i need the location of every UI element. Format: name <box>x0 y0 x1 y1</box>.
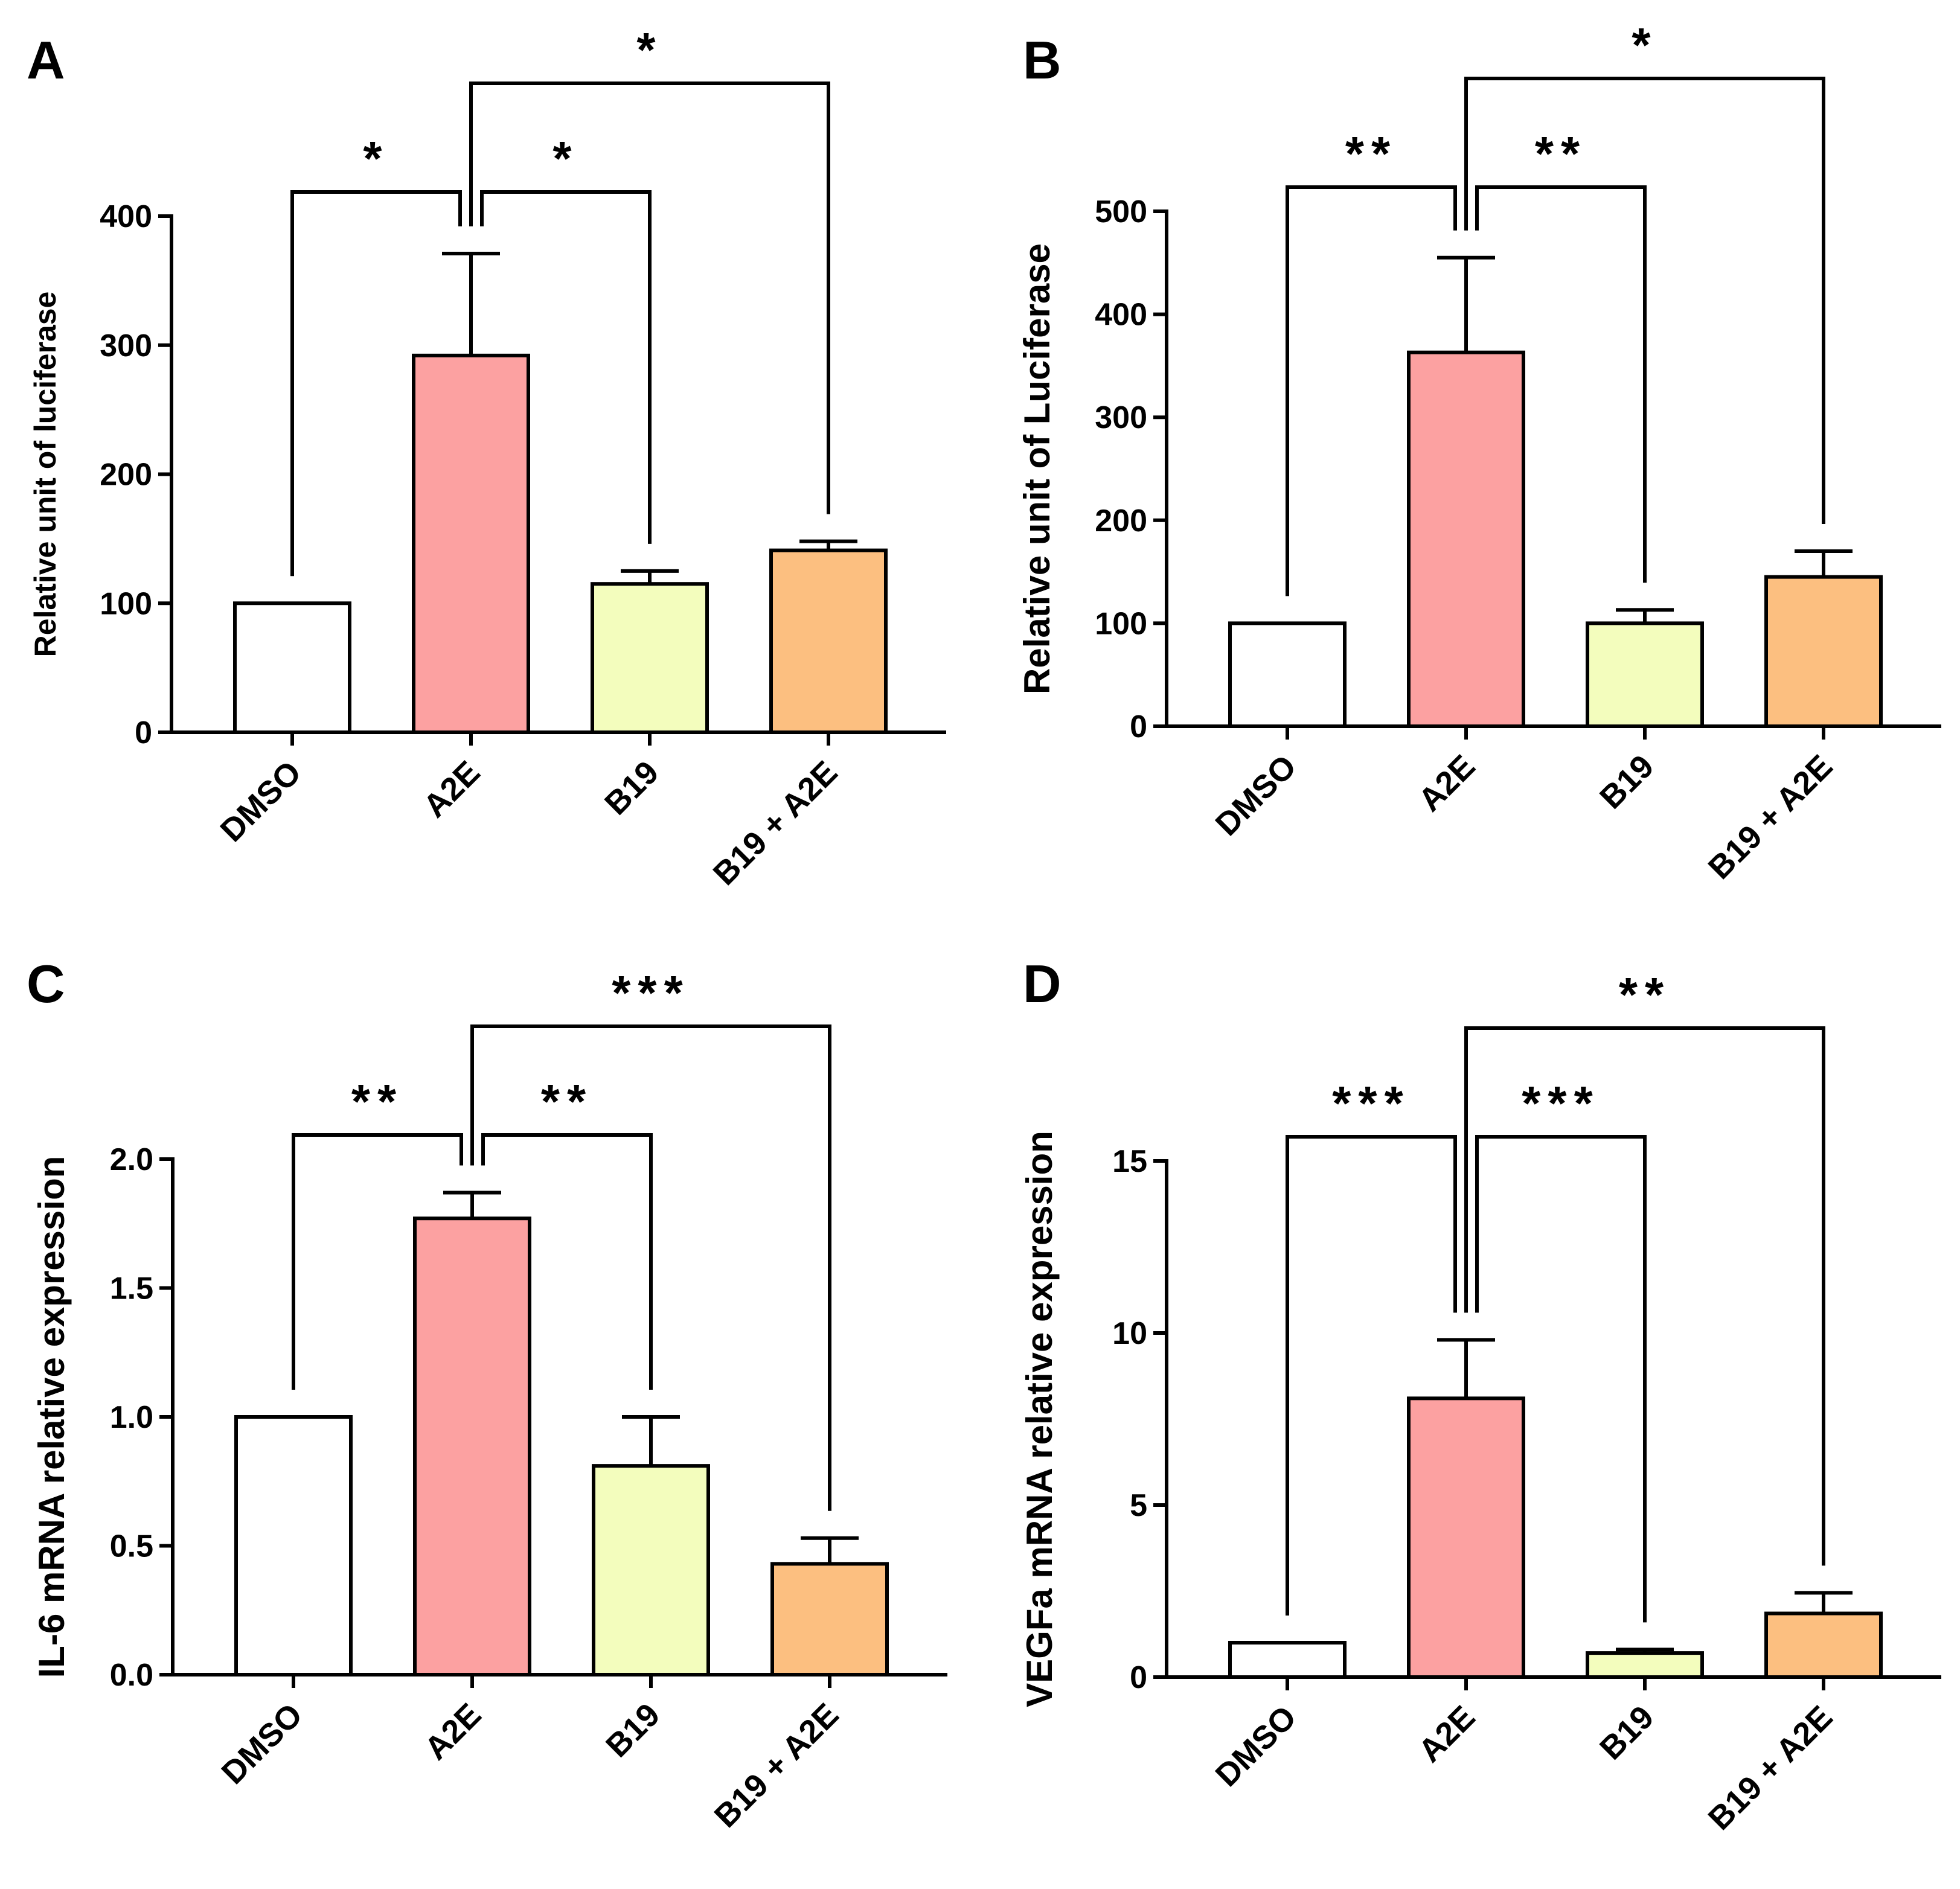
y-axis-label: VEGFa mRNA relative expression <box>1019 1131 1060 1707</box>
y-tick-label: 0 <box>1130 1660 1147 1695</box>
significance-bracket <box>1475 1135 1647 1623</box>
significance-bracket <box>1464 1026 1825 1566</box>
bar <box>412 353 530 734</box>
bar <box>1228 1641 1347 1679</box>
bar <box>1586 1651 1704 1680</box>
significance-label: ** <box>1535 127 1587 181</box>
x-tick-label: B19 <box>598 754 665 822</box>
y-tick-label: 0 <box>1130 709 1147 744</box>
significance-bracket <box>292 1133 463 1390</box>
significance-bracket <box>469 82 830 514</box>
y-tick-label: 500 <box>1095 194 1147 229</box>
x-tick-label: A2E <box>1412 1699 1482 1769</box>
x-tick-label: B19 + A2E <box>1702 748 1840 886</box>
bar <box>769 548 888 734</box>
y-tick-label: 100 <box>1095 606 1147 641</box>
significance-label: ** <box>1619 968 1671 1021</box>
significance-label: * <box>636 23 662 77</box>
y-tick-label: 400 <box>1095 298 1147 333</box>
x-tick-label: DMSO <box>214 754 309 849</box>
bar <box>1228 621 1347 729</box>
y-tick-label: 1.0 <box>110 1400 153 1435</box>
y-tick-label: 200 <box>100 458 152 493</box>
x-tick-label: DMSO <box>215 1696 310 1791</box>
y-tick-label: 0.5 <box>110 1529 153 1564</box>
chart-panel-b: B Relative unit of Luciferase 0 100 200 300 40… <box>1017 18 1941 886</box>
significance-label: ** <box>541 1075 593 1128</box>
y-tick-label: 10 <box>1112 1316 1147 1351</box>
significance-label: *** <box>612 966 690 1020</box>
x-tick-label: A2E <box>1412 748 1482 819</box>
bar <box>1764 1611 1883 1680</box>
bar <box>1407 350 1525 728</box>
x-tick-label: DMSO <box>1209 1699 1304 1794</box>
significance-bracket <box>470 1024 831 1511</box>
y-tick-label: 100 <box>100 586 152 621</box>
significance-bracket <box>1286 185 1457 596</box>
significance-bracket <box>290 190 462 577</box>
bar <box>1586 621 1704 729</box>
y-tick-label: 300 <box>1095 400 1147 435</box>
significance-bracket <box>480 190 652 544</box>
panel-label: A <box>27 30 65 90</box>
y-tick-label: 15 <box>1112 1144 1147 1179</box>
y-axis-label: Relative unit of Luciferase <box>1017 243 1057 694</box>
x-tick-label: B19 <box>1593 1699 1661 1766</box>
x-tick-label: A2E <box>418 1696 488 1767</box>
x-tick-label: B19 <box>1593 748 1661 816</box>
chart-panel-a: A Relative unit of luciferase 0 100 200 300 40… <box>27 23 946 892</box>
panel-label: D <box>1023 954 1062 1014</box>
bar <box>591 582 709 734</box>
significance-bracket <box>1475 185 1647 583</box>
y-tick-label: 400 <box>100 199 152 234</box>
significance-label: ** <box>351 1075 403 1128</box>
bar <box>233 601 351 734</box>
significance-label: *** <box>1522 1076 1600 1130</box>
y-tick-label: 300 <box>100 328 152 363</box>
significance-label: * <box>1632 18 1657 72</box>
significance-bracket <box>1286 1135 1457 1616</box>
y-tick-label: 200 <box>1095 503 1147 539</box>
x-tick-label: B19 + A2E <box>708 1696 846 1835</box>
y-axis-label: IL-6 mRNA relative expression <box>31 1156 72 1678</box>
bar <box>592 1464 710 1676</box>
significance-bracket <box>481 1133 653 1390</box>
y-tick-label: 0.0 <box>110 1658 153 1693</box>
significance-label: * <box>552 132 578 185</box>
significance-label: *** <box>1332 1076 1410 1130</box>
significance-bracket <box>1464 77 1825 524</box>
panel-label: B <box>1023 30 1062 90</box>
y-axis-label: Relative unit of luciferase <box>28 292 62 657</box>
bar <box>1407 1396 1525 1680</box>
y-tick-label: 2.0 <box>110 1142 153 1177</box>
bar <box>234 1415 353 1676</box>
y-tick-label: 0 <box>135 715 152 750</box>
panel-label: C <box>27 954 65 1014</box>
x-tick-label: B19 <box>599 1696 667 1764</box>
bar <box>413 1216 531 1676</box>
x-tick-label: B19 + A2E <box>706 754 845 892</box>
chart-panel-c: C IL-6 mRNA relative expression 0.0 0.5 1.0 1… <box>27 954 947 1835</box>
chart-panel-d: D VEGFa mRNA relative expression 0 5 10 15 DMS… <box>1019 954 1941 1837</box>
bar <box>1764 575 1883 728</box>
y-tick-label: 5 <box>1130 1488 1147 1523</box>
x-tick-label: DMSO <box>1209 748 1304 843</box>
bar <box>770 1562 889 1676</box>
significance-label: ** <box>1345 127 1397 181</box>
significance-label: * <box>363 132 389 185</box>
x-tick-label: B19 + A2E <box>1702 1699 1840 1837</box>
x-tick-label: A2E <box>417 754 487 825</box>
y-tick-label: 1.5 <box>110 1271 153 1306</box>
